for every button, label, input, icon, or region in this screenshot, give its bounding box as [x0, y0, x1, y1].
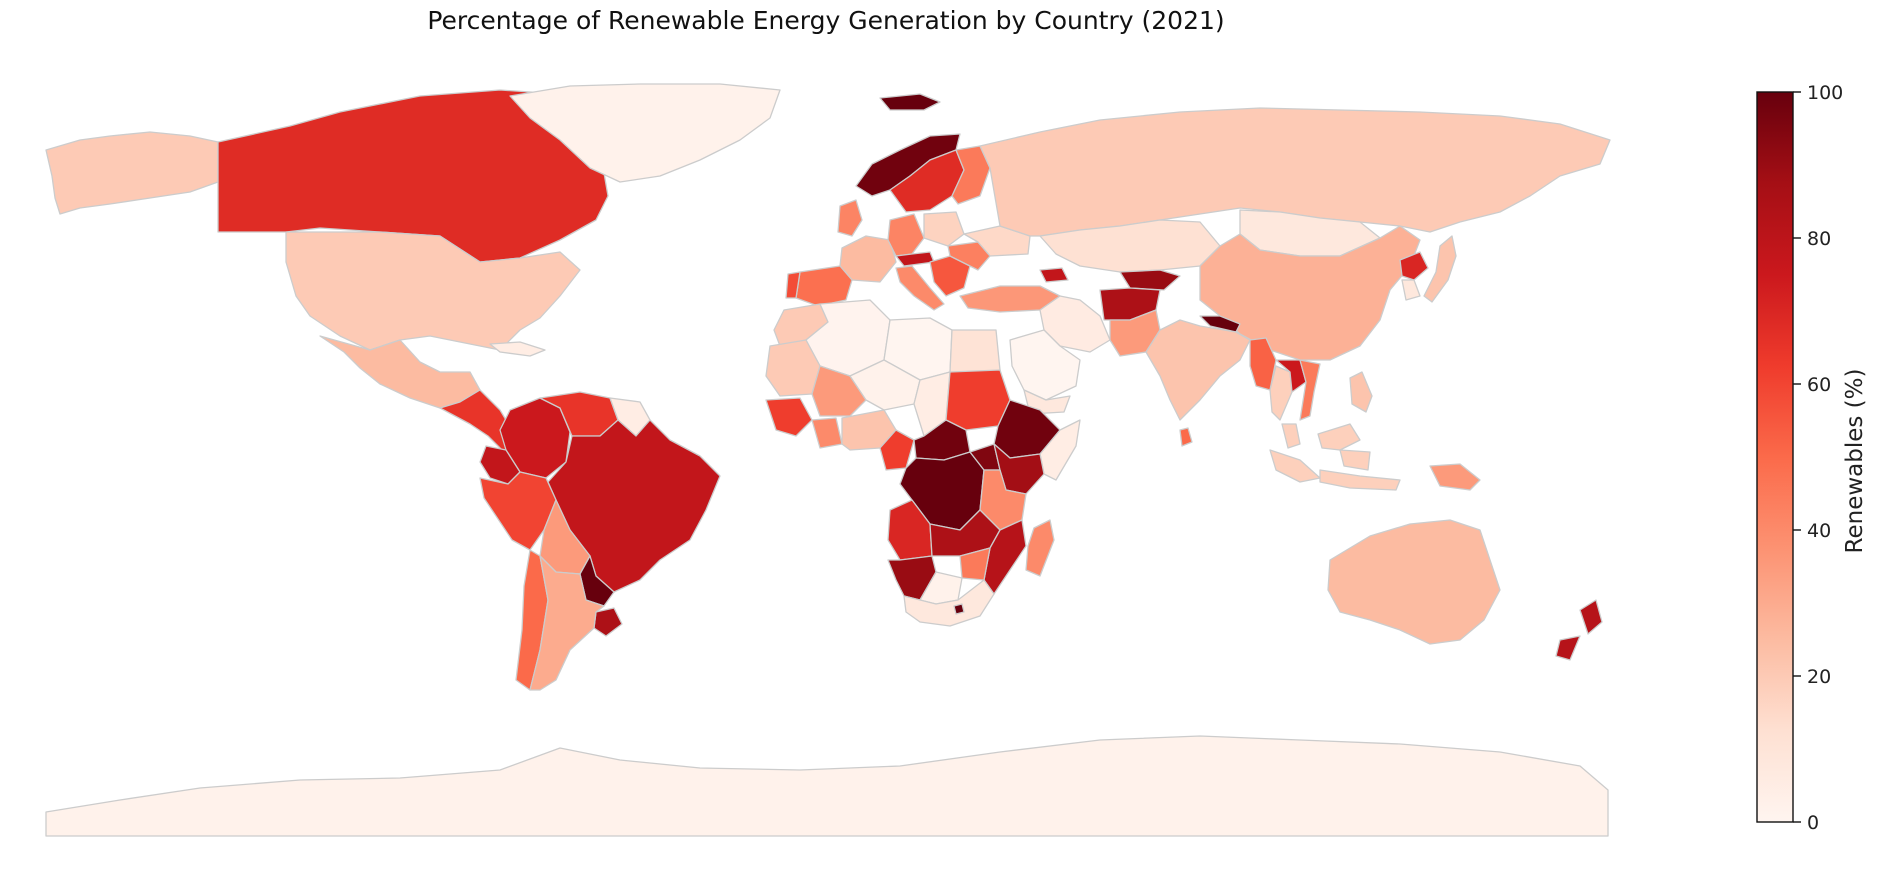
colorbar-tick-label: 20	[1807, 666, 1831, 688]
colorbar-tick-label: 80	[1807, 228, 1831, 250]
map-region-egypt[interactable]	[949, 329, 1001, 375]
map-region-canada[interactable]	[217, 89, 609, 263]
map-region-north-korea[interactable]	[1399, 251, 1429, 281]
country-layer	[45, 83, 1611, 837]
colorbar-ticks: 0 20 40 60 80 100	[1793, 82, 1843, 834]
map-region-uruguay[interactable]	[593, 607, 623, 637]
map-region-poland[interactable]	[923, 211, 965, 247]
world-map	[45, 83, 1611, 837]
map-region-spain[interactable]	[795, 265, 853, 307]
map-region-sri-lanka[interactable]	[1179, 427, 1193, 447]
chart-title: Percentage of Renewable Energy Generatio…	[427, 6, 1225, 35]
map-region-austria[interactable]	[895, 251, 935, 267]
map-region-south-korea[interactable]	[1401, 279, 1421, 301]
map-region-nepal[interactable]	[1199, 315, 1241, 333]
map-region-japan[interactable]	[1423, 235, 1457, 303]
map-region-madagascar[interactable]	[1025, 519, 1055, 577]
colorbar-gradient	[1756, 91, 1794, 823]
map-region-germany[interactable]	[887, 213, 925, 257]
colorbar-tick-label: 60	[1807, 374, 1831, 396]
map-region-cameroon[interactable]	[879, 429, 915, 471]
colorbar-label: Renewables (%)	[1842, 368, 1868, 554]
map-region-argentina[interactable]	[529, 555, 605, 691]
map-region-ghana[interactable]	[811, 417, 843, 449]
colorbar-tick-label: 40	[1807, 520, 1831, 542]
map-region-philippines[interactable]	[1349, 371, 1373, 413]
map-region-australia[interactable]	[1327, 519, 1501, 645]
map-region-malaysia[interactable]	[1281, 423, 1361, 451]
map-region-mexico[interactable]	[319, 335, 481, 409]
map-region-laos[interactable]	[1275, 359, 1307, 393]
map-region-indonesia[interactable]	[1269, 449, 1401, 491]
map-region-papua-new-guinea[interactable]	[1429, 463, 1481, 491]
colorbar: 0 20 40 60 80 100	[1755, 82, 1900, 834]
map-region-india[interactable]	[1145, 319, 1251, 421]
map-region-cuba[interactable]	[489, 341, 546, 357]
map-region-greenland[interactable]	[509, 83, 781, 183]
map-region-united-kingdom[interactable]	[837, 199, 863, 237]
map-region-united-states[interactable]	[285, 231, 581, 351]
map-region-portugal[interactable]	[785, 271, 801, 299]
map-region-vietnam[interactable]	[1299, 359, 1321, 421]
colorbar-tick-label: 100	[1807, 82, 1843, 104]
map-region-guinea[interactable]	[765, 397, 813, 437]
map-region-lesotho[interactable]	[953, 603, 965, 615]
map-region-italy[interactable]	[895, 265, 945, 311]
colorbar-svg: 0 20 40 60 80 100	[1756, 82, 1843, 834]
map-region-new-zealand[interactable]	[1555, 599, 1603, 661]
map-region-kyrgyzstan[interactable]	[1119, 269, 1181, 291]
map-region-iceland[interactable]	[879, 93, 941, 111]
map-region-antarctica[interactable]	[45, 735, 1609, 837]
map-region-georgia[interactable]	[1039, 267, 1069, 283]
map-region-alaska[interactable]	[45, 131, 219, 215]
map-region-south-africa[interactable]	[903, 579, 995, 627]
colorbar-tick-label: 0	[1807, 812, 1819, 834]
map-region-saudi-arabia[interactable]	[1009, 329, 1081, 401]
